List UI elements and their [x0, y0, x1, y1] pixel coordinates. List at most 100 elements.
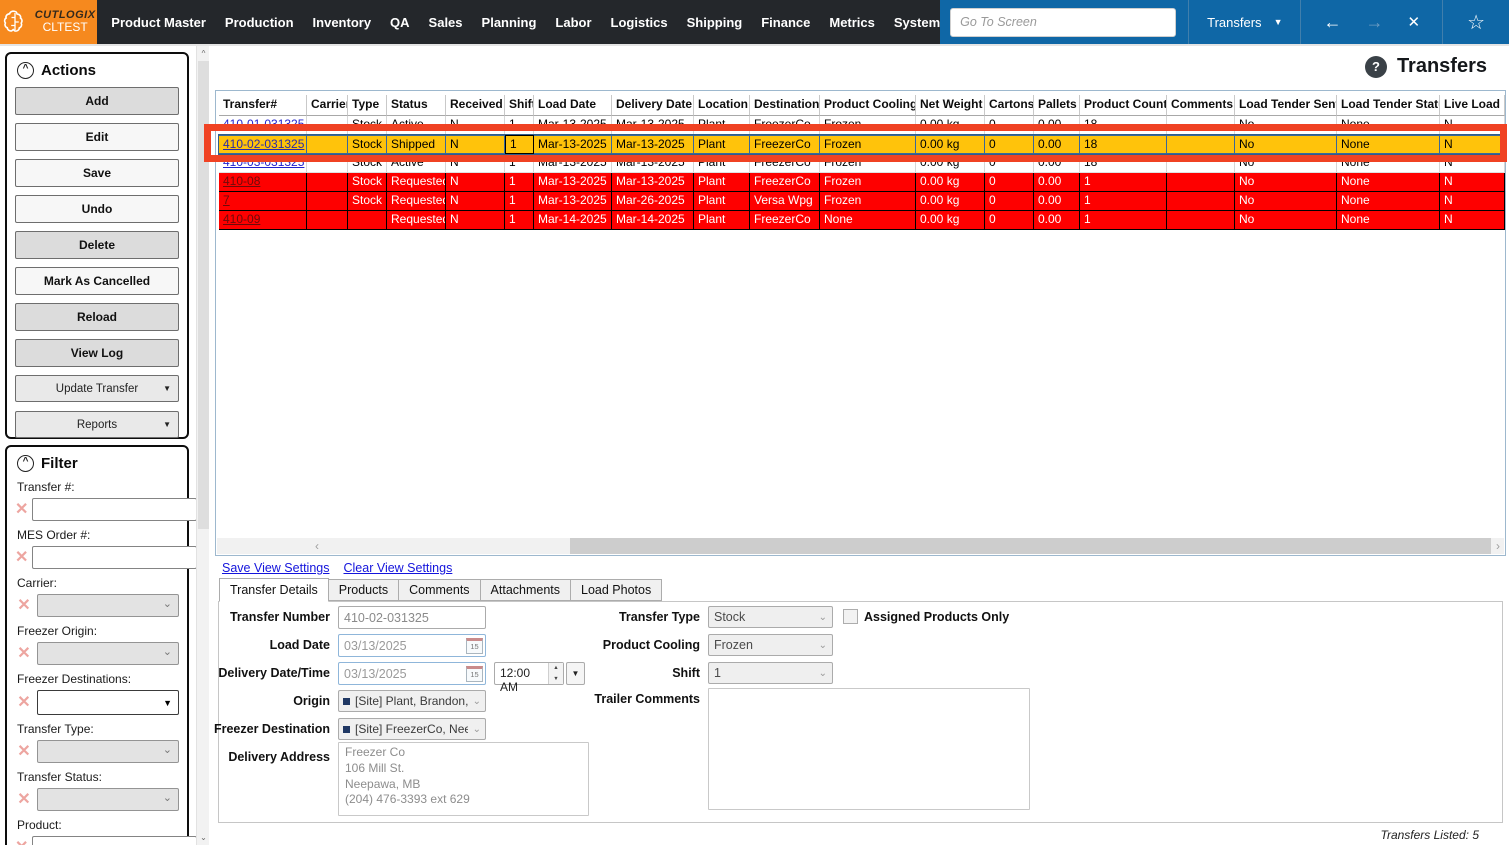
- grid-cell[interactable]: 410-03-031325: [219, 154, 307, 173]
- back-icon[interactable]: ←: [1323, 12, 1342, 32]
- grid-row-410-01-031325[interactable]: 410-01-031325 Stock Active N 1 Mar-13-2025 Mar…: [219, 116, 1505, 135]
- grid-cell[interactable]: 0.00: [1034, 154, 1080, 173]
- view-log-button[interactable]: View Log: [15, 339, 179, 367]
- grid-cell[interactable]: [307, 173, 348, 192]
- grid-cell[interactable]: 18: [1080, 116, 1167, 135]
- grid-cell[interactable]: 0.00: [1034, 116, 1080, 135]
- filter-select-freezer-origin[interactable]: ⌄: [37, 642, 179, 665]
- column-header-received[interactable]: Received: [446, 95, 505, 116]
- grid-cell[interactable]: 0: [985, 211, 1034, 230]
- column-header-delivery-date[interactable]: Delivery Date: [612, 95, 694, 116]
- grid-cell[interactable]: 1: [505, 116, 534, 135]
- save-view-settings-link[interactable]: Save View Settings: [222, 561, 330, 575]
- sidebar-scrollbar-thumb[interactable]: [198, 61, 209, 529]
- clear-filter-icon[interactable]: ✕: [17, 644, 31, 662]
- grid-cell[interactable]: None: [1337, 211, 1440, 230]
- grid-cell[interactable]: Plant: [694, 135, 750, 154]
- clear-filter-icon[interactable]: ✕: [17, 693, 31, 711]
- time-dropdown-button[interactable]: ▼: [566, 662, 585, 685]
- grid-cell[interactable]: 0: [985, 116, 1034, 135]
- grid-cell[interactable]: [307, 135, 348, 154]
- grid-cell[interactable]: [1167, 135, 1235, 154]
- grid-row-410-03-031325[interactable]: 410-03-031325 Stock Active N 1 Mar-13-2025 Mar…: [219, 154, 1505, 173]
- grid-cell[interactable]: [1167, 173, 1235, 192]
- column-header-comments[interactable]: Comments: [1167, 95, 1235, 116]
- origin-dropdown[interactable]: [Site] Plant, Brandon, ⌄: [338, 690, 486, 712]
- grid-cell[interactable]: None: [1337, 154, 1440, 173]
- column-header-cartons[interactable]: Cartons: [985, 95, 1034, 116]
- grid-cell[interactable]: None: [1337, 116, 1440, 135]
- grid-cell[interactable]: Frozen: [820, 173, 916, 192]
- grid-cell[interactable]: None: [1337, 192, 1440, 211]
- tab-load-photos[interactable]: Load Photos: [570, 579, 663, 601]
- collapse-filter-icon[interactable]: ^: [17, 455, 34, 472]
- grid-cell[interactable]: None: [1337, 135, 1440, 154]
- calendar-icon[interactable]: 15: [466, 637, 483, 654]
- clear-filter-icon[interactable]: ✕: [17, 790, 31, 808]
- scroll-right-icon[interactable]: ›: [1496, 539, 1500, 553]
- transfer-link[interactable]: 410-03-031325: [223, 155, 305, 169]
- freezer-destination-dropdown[interactable]: [Site] FreezerCo, Nee ⌄: [338, 718, 486, 740]
- filter-select-transfer-type[interactable]: ⌄: [37, 740, 179, 763]
- grid-horizontal-scrollbar[interactable]: ‹ ›: [217, 538, 1504, 554]
- save-button[interactable]: Save: [15, 159, 179, 187]
- column-header-shift[interactable]: Shift: [505, 95, 534, 116]
- nav-item-product-master[interactable]: Product Master: [111, 14, 206, 30]
- grid-scrollbar-thumb[interactable]: [570, 538, 1491, 554]
- clear-view-settings-link[interactable]: Clear View Settings: [343, 561, 453, 575]
- delivery-address-field[interactable]: Freezer Co 106 Mill St. Neepawa, MB (204…: [338, 742, 589, 816]
- grid-cell[interactable]: Plant: [694, 173, 750, 192]
- transfer-type-dropdown[interactable]: Stock ⌄: [708, 606, 833, 628]
- mark-as-cancelled-button[interactable]: Mark As Cancelled: [15, 267, 179, 295]
- grid-cell[interactable]: Mar-14-2025: [534, 211, 612, 230]
- grid-cell[interactable]: Frozen: [820, 135, 916, 154]
- grid-cell[interactable]: N: [1440, 192, 1505, 211]
- grid-cell[interactable]: [307, 154, 348, 173]
- grid-cell[interactable]: No: [1235, 135, 1337, 154]
- product-cooling-dropdown[interactable]: Frozen ⌄: [708, 634, 833, 656]
- grid-cell[interactable]: No: [1235, 154, 1337, 173]
- grid-cell[interactable]: Frozen: [820, 116, 916, 135]
- transfer-link[interactable]: 410-08: [223, 174, 261, 188]
- grid-cell[interactable]: 410-09: [219, 211, 307, 230]
- grid-cell[interactable]: 0.00 kg: [916, 154, 985, 173]
- grid-cell[interactable]: N: [1440, 116, 1505, 135]
- grid-cell[interactable]: Stock: [348, 173, 387, 192]
- grid-cell[interactable]: N: [1440, 173, 1505, 192]
- grid-cell[interactable]: Plant: [694, 192, 750, 211]
- column-header-location[interactable]: Location: [694, 95, 750, 116]
- filter-select-carrier[interactable]: ⌄: [37, 594, 179, 617]
- edit-button[interactable]: Edit: [15, 123, 179, 151]
- delete-button[interactable]: Delete: [15, 231, 179, 259]
- nav-item-labor[interactable]: Labor: [555, 14, 592, 30]
- grid-row-410-09[interactable]: 410-09 Requested N 1 Mar-14-2025 Mar-14-2025 P…: [219, 211, 1505, 230]
- grid-cell[interactable]: No: [1235, 211, 1337, 230]
- grid-cell[interactable]: 18: [1080, 154, 1167, 173]
- nav-item-qa[interactable]: QA: [390, 14, 410, 30]
- grid-cell[interactable]: 1: [505, 211, 534, 230]
- delivery-time-field[interactable]: 12:00 AM ▲ ▼: [494, 662, 564, 694]
- grid-cell[interactable]: N: [446, 192, 505, 211]
- column-header-net-weight[interactable]: Net Weight: [916, 95, 985, 116]
- grid-cell[interactable]: Mar-13-2025: [612, 154, 694, 173]
- grid-cell[interactable]: Mar-14-2025: [612, 211, 694, 230]
- add-button[interactable]: Add: [15, 87, 179, 115]
- grid-cell[interactable]: 0.00 kg: [916, 135, 985, 154]
- grid-cell[interactable]: 1: [505, 154, 534, 173]
- collapse-actions-icon[interactable]: ^: [17, 62, 34, 79]
- grid-cell[interactable]: No: [1235, 116, 1337, 135]
- filter-input-product[interactable]: [32, 836, 198, 845]
- spin-up-icon[interactable]: ▲: [553, 665, 559, 671]
- load-date-field[interactable]: 03/13/2025 15: [338, 634, 486, 657]
- grid-cell[interactable]: [1167, 154, 1235, 173]
- clear-filter-icon[interactable]: ✕: [15, 548, 29, 566]
- filter-select-transfer-status[interactable]: ⌄: [37, 788, 179, 811]
- grid-cell[interactable]: 0.00: [1034, 192, 1080, 211]
- grid-cell[interactable]: FreezerCo: [750, 135, 820, 154]
- column-header-product-count[interactable]: Product Count: [1080, 95, 1167, 116]
- grid-cell[interactable]: Stock: [348, 154, 387, 173]
- grid-cell[interactable]: Requested: [387, 192, 446, 211]
- tab-attachments[interactable]: Attachments: [479, 579, 572, 601]
- grid-cell[interactable]: FreezerCo: [750, 154, 820, 173]
- column-header-transfer[interactable]: Transfer#: [219, 95, 307, 116]
